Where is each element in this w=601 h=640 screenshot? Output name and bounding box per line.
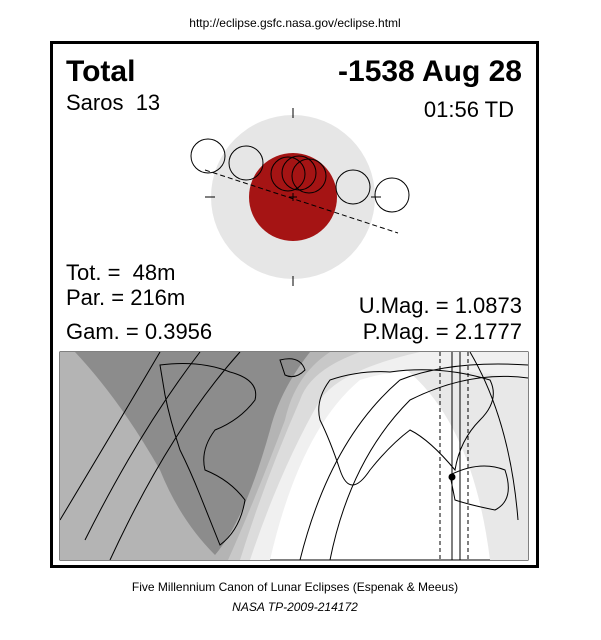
visibility-map (59, 351, 529, 561)
penumbral-magnitude: P.Mag. = 2.1777 (363, 319, 522, 344)
umbral-magnitude: U.Mag. = 1.0873 (359, 293, 522, 318)
time: 01:56 TD (424, 97, 514, 122)
eclipse-type: Total (66, 55, 135, 88)
partial-duration: Par. = 216m (66, 285, 185, 310)
total-duration: Tot. = 48m (66, 260, 175, 285)
footer-reference: NASA TP-2009-214172 (232, 600, 358, 614)
footer-title: Five Millennium Canon of Lunar Eclipses … (132, 580, 458, 594)
url: http://eclipse.gsfc.nasa.gov/eclipse.htm… (189, 16, 400, 30)
eclipse-geometry (190, 108, 410, 286)
eclipse-date: -1538 Aug 28 (338, 55, 522, 88)
gamma: Gam. = 0.3956 (66, 319, 212, 344)
saros: Saros 13 (66, 90, 160, 115)
